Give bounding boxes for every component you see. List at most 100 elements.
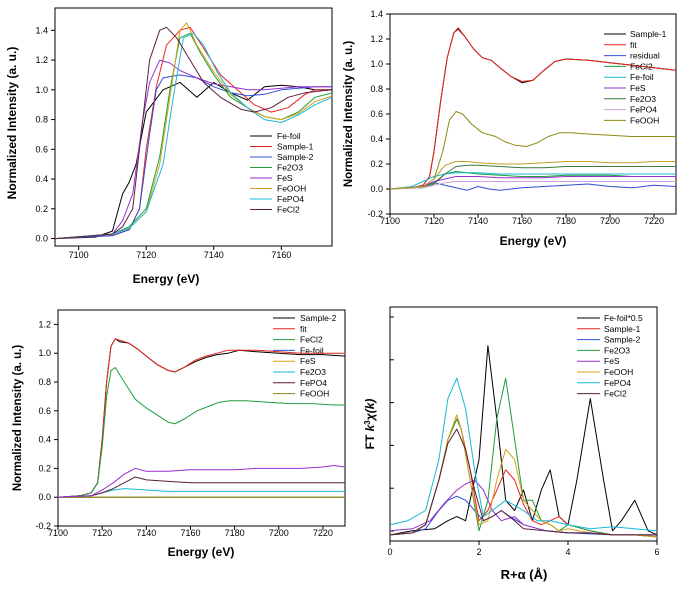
legend-label: FeOOH bbox=[630, 115, 659, 125]
series-line-unnamed bbox=[390, 161, 676, 190]
y-axis-title: Normalized Intensity (a. u.) bbox=[12, 345, 24, 491]
legend-label: Fe2O3 bbox=[604, 345, 630, 355]
x-tick-label: 7100 bbox=[48, 528, 68, 538]
x-tick-label: 7120 bbox=[92, 528, 112, 538]
x-axis-title: Energy (eV) bbox=[500, 234, 567, 248]
series-line-fepo4 bbox=[55, 32, 332, 240]
y-tick-label: 0.0 bbox=[38, 492, 51, 502]
y-tick-label: 0.2 bbox=[38, 463, 51, 473]
legend-label: FeS bbox=[300, 356, 316, 366]
y-tick-label: 0.4 bbox=[370, 134, 383, 144]
legend-label: fit bbox=[300, 324, 307, 334]
series-line-fepo4 bbox=[390, 377, 657, 532]
legend-label: Fe-foil bbox=[277, 131, 301, 141]
series-line-fe-foil bbox=[55, 81, 332, 240]
series-line-fecl2 bbox=[390, 428, 657, 536]
x-tick-label: 7200 bbox=[269, 528, 289, 538]
chart-panel-2: 7100 7120 7140 7160 7180 7200 7220 -0.2 0.0 0.2 0.… bbox=[343, 9, 677, 248]
legend-label: Sample-2 bbox=[277, 152, 314, 162]
legend-label: Sample-1 bbox=[604, 324, 641, 334]
legend-label: FeCl2 bbox=[277, 205, 300, 215]
y-tick-label: 0.8 bbox=[38, 377, 51, 387]
y-tick-label: 0.8 bbox=[35, 115, 48, 125]
y-tick-label: 1.0 bbox=[38, 348, 51, 358]
legend-label: Sample-2 bbox=[300, 313, 337, 323]
series-group bbox=[55, 22, 332, 240]
x-axis-title: R+α (Å) bbox=[501, 567, 548, 582]
y-tick-label: 0.6 bbox=[38, 406, 51, 416]
y-tick-label: 0.2 bbox=[370, 159, 383, 169]
y-tick-label: 1.0 bbox=[370, 59, 383, 69]
y-tick-label: 0.6 bbox=[370, 109, 383, 119]
series-line-feooh bbox=[390, 414, 657, 538]
y-tick-label: 0.0 bbox=[370, 184, 383, 194]
legend-label: FeS bbox=[277, 173, 293, 183]
x-tick-label: 7140 bbox=[136, 528, 156, 538]
y-tick-label: 1.2 bbox=[370, 34, 383, 44]
chart-panel-1: 7100 7120 7140 7160 0.0 0.2 0.4 0.6 0.8 1.0 1.2 1.4… bbox=[5, 7, 333, 286]
x-tick-label: 7160 bbox=[512, 216, 532, 226]
legend-label: Fe2O3 bbox=[277, 163, 303, 173]
legend-label: FeS bbox=[630, 83, 646, 93]
legend-label: FeCl2 bbox=[604, 389, 627, 399]
legend-label: Fe-foil bbox=[630, 72, 654, 82]
series-line-residual bbox=[390, 182, 676, 191]
x-tick-label: 7100 bbox=[380, 216, 400, 226]
series-line-unnamed bbox=[58, 465, 345, 498]
legend-label: FePO4 bbox=[630, 105, 657, 115]
y-tick-label: -0.2 bbox=[367, 209, 383, 219]
plot-frame bbox=[57, 309, 346, 527]
x-tick-label: 7180 bbox=[556, 216, 576, 226]
legend-label: Sample-1 bbox=[277, 142, 314, 152]
series-line-fepo4 bbox=[58, 476, 345, 498]
x-tick-label: 2 bbox=[476, 547, 481, 557]
y-tick-label: 0.4 bbox=[35, 174, 48, 184]
series-line-fes bbox=[55, 59, 332, 240]
x-tick-label: 6 bbox=[654, 547, 659, 557]
y-tick-label: 1.0 bbox=[35, 85, 48, 95]
legend-label: FePO4 bbox=[604, 378, 631, 388]
series-line-sample-1 bbox=[390, 418, 657, 538]
legend-label: Fe2O3 bbox=[630, 94, 656, 104]
series-group bbox=[58, 338, 345, 498]
y-tick-label: -0.2 bbox=[35, 521, 51, 531]
y-tick-label: 1.4 bbox=[35, 25, 48, 35]
y-tick-label: 0.6 bbox=[35, 144, 48, 154]
x-tick-label: 0 bbox=[387, 547, 392, 557]
y-axis-title: FT k3χ(k) bbox=[363, 399, 378, 450]
legend-label: residual bbox=[630, 51, 660, 61]
legend-label: Sample-2 bbox=[604, 335, 641, 345]
legend-label: Fe-foil bbox=[300, 345, 324, 355]
x-tick-label: 7140 bbox=[468, 216, 488, 226]
y-axis-title: Normalized Intensity (a. u.) bbox=[5, 47, 19, 200]
legend-label: fit bbox=[630, 40, 637, 50]
series-line-fecl2 bbox=[58, 367, 345, 498]
y-tick-label: 0.0 bbox=[35, 234, 48, 244]
legend-label: Fe2O3 bbox=[300, 367, 326, 377]
legend-label: FeS bbox=[604, 356, 620, 366]
x-tick-label: 7220 bbox=[313, 528, 333, 538]
plot-frame bbox=[54, 7, 333, 247]
series-line-fe2o3 bbox=[390, 164, 676, 190]
y-tick-label: 0.8 bbox=[370, 84, 383, 94]
plot-frame bbox=[389, 306, 658, 542]
legend-label: FeCl2 bbox=[300, 335, 323, 345]
series-group bbox=[390, 27, 676, 191]
y-tick-label: 1.2 bbox=[35, 55, 48, 65]
x-tick-label: 7100 bbox=[69, 250, 89, 260]
legend-label: Sample-1 bbox=[630, 29, 667, 39]
legend-label: FeOOH bbox=[277, 184, 306, 194]
series-line-fe-foil bbox=[390, 172, 676, 190]
x-tick-label: 4 bbox=[565, 547, 570, 557]
series-line-fe2o3 bbox=[390, 377, 657, 538]
x-axis-title: Energy (eV) bbox=[133, 272, 200, 286]
y-tick-label: 0.2 bbox=[35, 204, 48, 214]
series-line-fit bbox=[390, 27, 676, 190]
y-tick-label: 0.4 bbox=[38, 435, 51, 445]
x-tick-label: 7180 bbox=[225, 528, 245, 538]
legend-label: FeCl2 bbox=[630, 61, 653, 71]
y-axis-title: Normalized Intensity (a. u.) bbox=[343, 41, 355, 187]
series-line-feooh bbox=[390, 111, 676, 190]
x-tick-label: 7200 bbox=[600, 216, 620, 226]
x-tick-label: 7120 bbox=[136, 250, 156, 260]
